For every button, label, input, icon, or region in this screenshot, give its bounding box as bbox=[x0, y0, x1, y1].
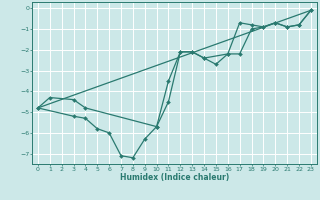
X-axis label: Humidex (Indice chaleur): Humidex (Indice chaleur) bbox=[120, 173, 229, 182]
